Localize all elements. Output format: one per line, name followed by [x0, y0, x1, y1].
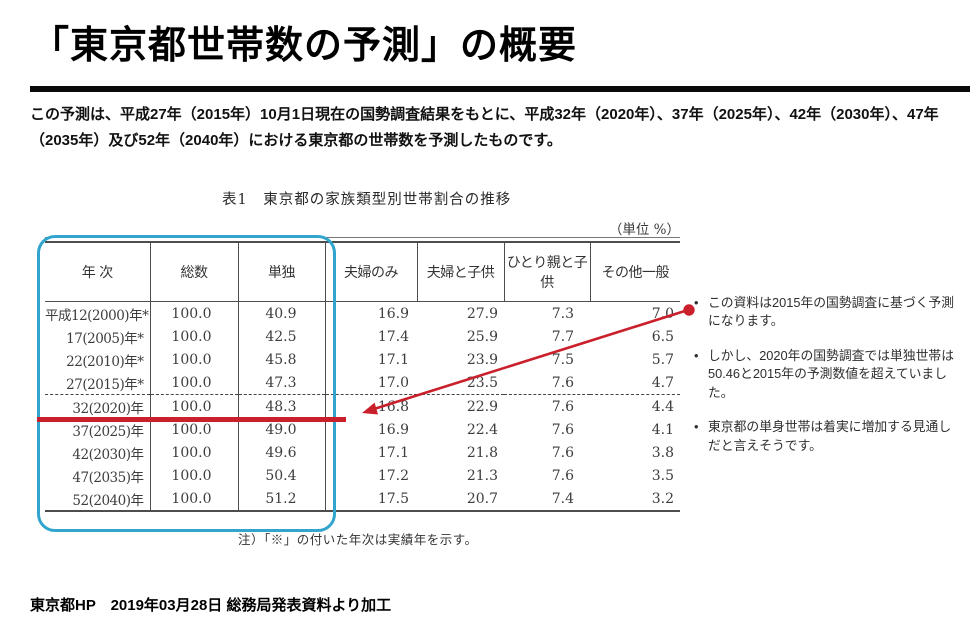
- value-cell: 49.6: [237, 441, 325, 464]
- value-cell: 4.7: [651, 374, 674, 391]
- value-cell: 4.4: [590, 394, 680, 418]
- value-cell: 100.0: [149, 301, 238, 325]
- year-cell: 22(2010)年*: [66, 353, 144, 370]
- table-row: 37(2025)年 100.0 49.0 16.9 22.4 7.6 4.1: [45, 418, 680, 441]
- table-row: 52(2040)年 100.0 51.2 17.5 20.7 7.4 3.2: [45, 487, 680, 511]
- value-cell: 100.0: [149, 418, 238, 441]
- value-cell: 20.7: [466, 490, 498, 507]
- column-header: 年 次: [45, 242, 150, 302]
- value-cell: 17.0: [324, 371, 417, 395]
- value-cell: 23.9: [466, 351, 498, 368]
- value-cell: 48.3: [237, 394, 325, 418]
- bullet-item: 東京都の単身世帯は着実に増加する見通しだと言えそうです。: [692, 418, 960, 455]
- value-cell: 3.8: [651, 444, 674, 461]
- value-cell: 100.0: [149, 325, 238, 348]
- value-cell: 17.4: [324, 325, 417, 348]
- value-cell: 3.2: [651, 490, 674, 507]
- value-cell: 100.0: [149, 394, 238, 418]
- red-underline-2020-row: [37, 417, 346, 422]
- value-cell: 100.0: [149, 464, 238, 487]
- value-cell: 27.9: [466, 305, 498, 322]
- year-cell: 32(2020)年: [45, 394, 150, 418]
- value-cell: 7.6: [551, 444, 574, 461]
- value-cell: 51.2: [237, 487, 325, 511]
- value-cell: 50.4: [237, 464, 325, 487]
- value-cell: 7.3: [551, 305, 574, 322]
- value-cell: 7.0: [651, 305, 674, 322]
- value-cell: 7.4: [551, 490, 574, 507]
- bullet-item: この資料は2015年の国勢調査に基づく予測になります。: [692, 294, 960, 331]
- year-cell: 37(2025)年: [72, 423, 144, 440]
- value-cell: 16.8: [324, 394, 417, 418]
- year-cell: 47(2035)年: [72, 469, 144, 486]
- value-cell: 6.5: [651, 328, 674, 345]
- value-cell: 100.0: [149, 487, 238, 511]
- value-cell: 17.1: [324, 348, 417, 371]
- table-row: 42(2030)年 100.0 49.6 17.1 21.8 7.6 3.8: [45, 441, 680, 464]
- value-cell: 17.2: [324, 464, 417, 487]
- value-cell: 16.9: [324, 418, 417, 441]
- column-header: 夫婦と子供: [416, 242, 504, 302]
- source-footer: 東京都HP 2019年03月28日 総務局発表資料より加工: [30, 597, 392, 614]
- value-cell: 3.5: [651, 467, 674, 484]
- value-cell: 7.6: [551, 467, 574, 484]
- value-cell: 17.5: [324, 487, 417, 511]
- column-header: 単独: [237, 242, 325, 302]
- value-cell: 7.6: [504, 394, 590, 418]
- bullet-list: この資料は2015年の国勢調査に基づく予測になります。しかし、2020年の国勢調…: [692, 294, 960, 471]
- column-header: 総数: [149, 242, 238, 302]
- value-cell: 22.4: [466, 421, 498, 438]
- value-cell: 4.1: [651, 421, 674, 438]
- value-cell: 45.8: [237, 348, 325, 371]
- page-title: 「東京都世帯数の予測」の概要: [31, 25, 578, 67]
- value-cell: 42.5: [237, 325, 325, 348]
- value-cell: 21.3: [466, 467, 498, 484]
- value-cell: 40.9: [237, 301, 325, 325]
- table-header-row: 年 次総数 単独 夫婦のみ 夫婦と子供 ひとり親と子供 その他一般: [45, 242, 680, 302]
- bullet-item: しかし、2020年の国勢調査では単独世帯は50.46と2015年の予測数値を超え…: [692, 347, 960, 402]
- table-unit-label: （単位 %）: [608, 222, 680, 238]
- value-cell: 100.0: [149, 371, 238, 395]
- value-cell: 49.0: [237, 418, 325, 441]
- year-cell: 平成12(2000)年*: [45, 307, 149, 324]
- blue-highlight-box: [37, 235, 336, 532]
- column-header: 夫婦のみ: [324, 242, 417, 302]
- value-cell: 100.0: [149, 348, 238, 371]
- value-cell: 21.8: [466, 444, 498, 461]
- year-cell: 42(2030)年: [72, 446, 144, 463]
- value-cell: 7.5: [551, 351, 574, 368]
- table-note: 注）「※」の付いた年次は実績年を示す。: [238, 533, 478, 547]
- value-cell: 47.3: [237, 371, 325, 395]
- value-cell: 17.1: [324, 441, 417, 464]
- value-cell: 7.7: [551, 328, 574, 345]
- table-top-double-line: [45, 237, 680, 238]
- value-cell: 23.5: [466, 374, 498, 391]
- value-cell: 7.6: [551, 421, 574, 438]
- value-cell: 22.9: [417, 394, 504, 418]
- table-row: 47(2035)年 100.0 50.4 17.2 21.3 7.6 3.5: [45, 464, 680, 487]
- year-cell: 27(2015)年*: [66, 376, 144, 393]
- value-cell: 16.9: [324, 301, 417, 325]
- title-underline-rule: [30, 86, 970, 92]
- value-cell: 5.7: [651, 351, 674, 368]
- year-cell: 52(2040)年: [72, 492, 144, 509]
- column-header: ひとり親と子供: [503, 242, 590, 302]
- table-caption: 表1 東京都の家族類型別世帯割合の推移: [222, 192, 512, 208]
- value-cell: 7.6: [551, 374, 574, 391]
- value-cell: 25.9: [466, 328, 498, 345]
- value-cell: 100.0: [149, 441, 238, 464]
- column-header: その他一般: [589, 242, 680, 302]
- intro-paragraph: この予測は、平成27年（2015年）10月1日現在の国勢調査結果をもとに、平成3…: [30, 106, 939, 149]
- year-cell: 17(2005)年*: [66, 330, 144, 347]
